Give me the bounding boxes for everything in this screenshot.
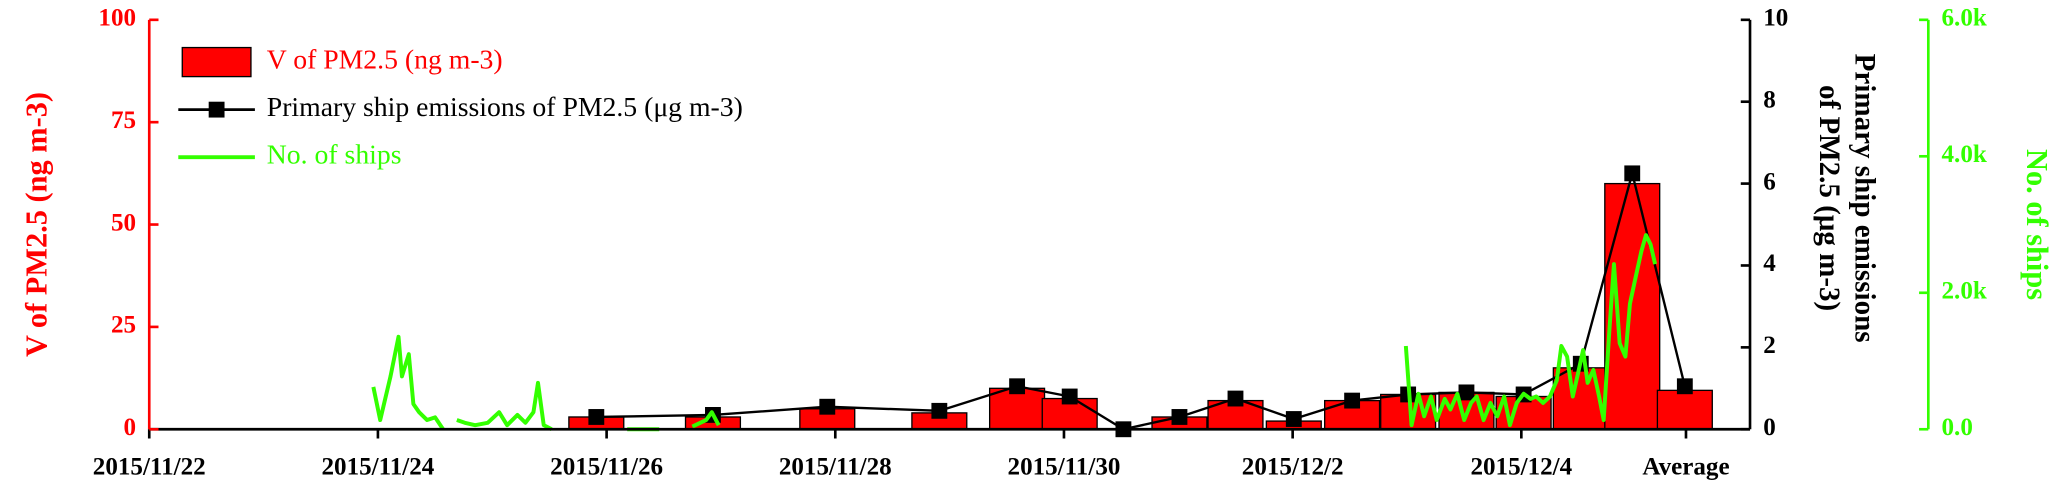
y3-tick-label: 6.0k <box>1942 5 1987 32</box>
y-axis-title: V of PM2.5 (ng m-3) <box>20 92 54 357</box>
y2-tick-label: 0 <box>1763 414 1776 441</box>
y2-axis-title: of PM2.5 (μg m-3) <box>1813 85 1845 311</box>
marker <box>931 402 948 419</box>
y3-axis-title: No. of ships <box>2020 149 2054 300</box>
y2-tick-label: 6 <box>1763 168 1776 195</box>
bar <box>988 387 1046 430</box>
y3-tick-label: 0.0 <box>1942 414 1973 441</box>
marker <box>1676 378 1693 395</box>
marker <box>1458 384 1475 401</box>
marker <box>1227 390 1244 407</box>
x-tick-label: 2015/11/30 <box>1008 454 1121 481</box>
x-tick-label: 2015/12/4 <box>1470 454 1572 481</box>
y-tick-label: 50 <box>111 209 136 236</box>
x-tick-label: 2015/11/26 <box>550 454 663 481</box>
y2-tick-label: 4 <box>1763 250 1776 277</box>
marker <box>1009 378 1026 395</box>
marker <box>819 398 836 415</box>
marker <box>588 409 605 425</box>
y3-tick-label: 2.0k <box>1942 278 1987 305</box>
marker <box>1285 411 1302 427</box>
legend-label: V of PM2.5 (ng m-3) <box>267 43 503 74</box>
marker <box>1061 388 1078 405</box>
legend-label: Primary ship emissions of PM2.5 (μg m-3) <box>267 91 743 122</box>
marker <box>1624 165 1641 182</box>
legend-swatch <box>181 46 252 78</box>
x-tick-label: 2015/11/28 <box>779 454 892 481</box>
y2-tick-label: 2 <box>1763 332 1776 359</box>
marker <box>1171 409 1188 425</box>
y2-tick-label: 8 <box>1763 86 1776 113</box>
y-tick-label: 0 <box>123 414 136 441</box>
bar <box>1604 182 1661 430</box>
marker <box>1344 392 1361 409</box>
y-tick-label: 25 <box>111 312 136 339</box>
y3-tick-label: 4.0k <box>1942 141 1987 168</box>
x-tick-label: 2015/11/22 <box>93 454 206 481</box>
y-tick-label: 100 <box>98 5 136 32</box>
x-tick-label: Average <box>1642 454 1729 481</box>
legend-marker <box>208 101 225 118</box>
y2-tick-label: 10 <box>1763 5 1788 32</box>
y-tick-label: 75 <box>111 107 136 134</box>
x-tick-label: 2015/11/24 <box>321 454 434 481</box>
x-tick-label: 2015/12/2 <box>1242 454 1344 481</box>
bar <box>1656 389 1713 430</box>
legend-label: No. of ships <box>267 139 402 170</box>
y2-axis-title: Primary ship emissions <box>1849 54 1881 343</box>
